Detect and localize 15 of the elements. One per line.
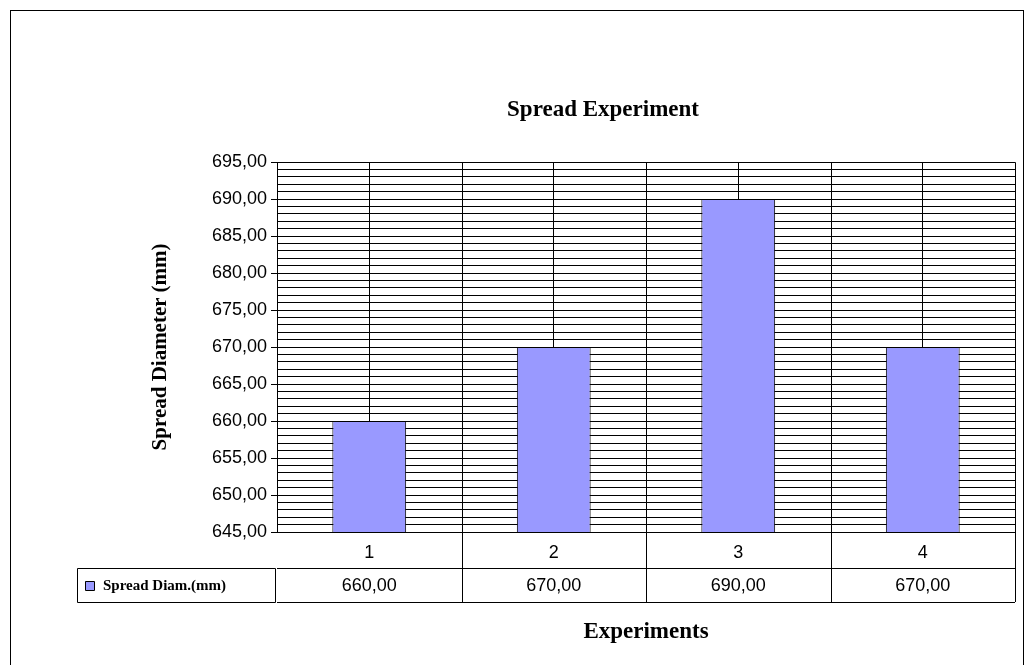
y-tick-label: 665,00: [211, 372, 267, 393]
y-tick-label: 650,00: [211, 483, 267, 504]
x-axis-title: Experiments: [583, 617, 709, 643]
y-tick-label: 655,00: [211, 446, 267, 467]
y-tick-label: 680,00: [211, 261, 267, 282]
y-tick-label: 690,00: [211, 187, 267, 208]
y-tick-label: 645,00: [211, 520, 267, 541]
chart-title: Spread Experiment: [507, 95, 700, 121]
y-tick-label: 660,00: [211, 409, 267, 430]
legend-label: Spread Diam.(mm): [103, 576, 227, 594]
y-tick-label: 695,00: [211, 150, 267, 171]
y-tick-label: 685,00: [211, 224, 267, 245]
y-tick-label: 675,00: [211, 298, 267, 319]
y-axis-title: Spread Diameter (mm): [147, 243, 172, 451]
y-tick-label: 670,00: [211, 335, 267, 356]
